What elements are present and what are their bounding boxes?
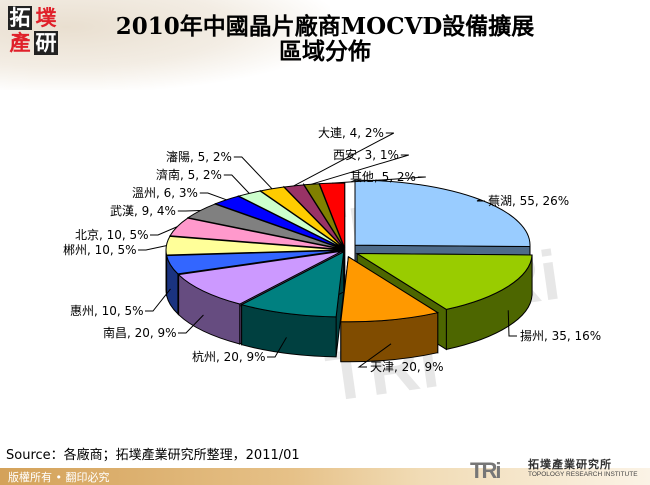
slice-label: 北京, 10, 5%: [75, 228, 149, 242]
logo-char: 研: [34, 31, 58, 55]
pie-slice: [165, 235, 342, 256]
logo-char: 拓: [8, 6, 32, 30]
tri-name-en: TOPOLOGY RESEARCH INSTITUTE: [528, 471, 638, 478]
slice-label: 濟南, 5, 2%: [156, 167, 222, 182]
logo-char: 墣: [35, 6, 57, 30]
tri-name-cn: 拓墣產業研究所: [528, 458, 612, 471]
leader-line: [223, 174, 250, 194]
pie-slice: [355, 253, 533, 310]
slice-label: 瀋陽, 5, 2%: [166, 149, 232, 164]
slice-label: 武漢, 9, 4%: [110, 204, 176, 218]
pie-slice: [340, 255, 440, 323]
pie-slice: [177, 250, 343, 305]
slice-label: 揚州, 35, 16%: [520, 329, 601, 343]
leader-line: [293, 132, 395, 187]
tri-brand: TRi 拓墣產業研究所 TOPOLOGY RESEARCH INSTITUTE: [470, 456, 645, 483]
tri-mark: TRi: [470, 458, 501, 483]
leader-line: [357, 343, 392, 368]
pie-leader-lines: [138, 132, 517, 368]
source-note: Source：各廠商；拓墣產業研究所整理，2011/01: [6, 448, 300, 463]
copyright-text: 版權所有 • 翻印必究: [8, 471, 110, 484]
pie-slice: [186, 203, 342, 250]
slice-label: 蕪湖, 55, 26%: [488, 193, 569, 208]
pie-tops: [165, 179, 533, 323]
footer-bar: 版權所有 • 翻印必究: [0, 468, 650, 485]
tri-logo: 拓 墣 產 研: [8, 6, 60, 56]
leader-line: [150, 226, 178, 236]
slice-label: 南昌, 20, 9%: [103, 325, 177, 340]
slice-label: 天津, 20, 9%: [370, 360, 444, 374]
slice-label: 溫州, 6, 3%: [132, 186, 198, 200]
leader-line: [199, 192, 227, 201]
leader-line: [138, 245, 167, 251]
logo-char: 產: [9, 31, 31, 55]
leader-line: [178, 314, 204, 334]
leader-line: [267, 337, 287, 358]
leader-line: [332, 176, 426, 184]
pie-labels: 蕪湖, 55, 26% 揚州, 35, 16% 天津, 20, 9% 杭州, 20, …: [63, 126, 601, 374]
slice-label: 郴州, 10, 5%: [63, 243, 137, 257]
slice-label: 其他, 5, 2%: [350, 170, 416, 184]
pie-slice: [354, 179, 531, 248]
slice-label: 杭州, 20, 9%: [192, 349, 266, 364]
title-line-1: 2010年中國晶片廠商MOCVD設備擴展: [115, 13, 535, 40]
pie-slice: [240, 251, 345, 318]
leader-line: [233, 156, 273, 190]
leader-line: [145, 288, 171, 312]
leader-line: [476, 199, 485, 202]
pie-chart: 蕪湖, 55, 26% 揚州, 35, 16% 天津, 20, 9% 杭州, 20, …: [63, 126, 601, 374]
slice-label: 西安, 3, 1%: [333, 147, 399, 162]
slice-label: 大連, 4, 2%: [318, 126, 384, 140]
page-title: 2010年中國晶片廠商MOCVD設備擴展 區域分佈: [80, 14, 570, 64]
pie-slice: [169, 217, 342, 250]
title-line-2: 區域分佈: [279, 38, 371, 65]
pie-slice: [166, 249, 342, 275]
slice-label: 惠州, 10, 5%: [70, 304, 144, 318]
leader-line: [507, 310, 517, 337]
leader-line: [311, 154, 409, 185]
